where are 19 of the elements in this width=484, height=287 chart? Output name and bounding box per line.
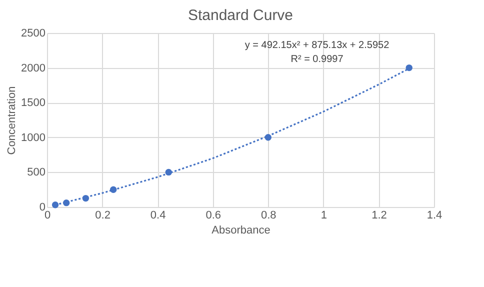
y-tick-label: 1500	[21, 97, 46, 110]
x-tick-label: 0.6	[206, 210, 222, 222]
y-tick-label: 500	[27, 166, 46, 179]
annotation: y = 492.15x² + 875.13x + 2.5952	[244, 40, 390, 51]
chart-title: Standard Curve	[188, 7, 294, 24]
y-tick-label: 1000	[21, 132, 46, 144]
x-axis-title: Absorbance	[212, 224, 270, 236]
annotation: R² = 0.9997	[290, 54, 344, 65]
x-tick-label: 1	[320, 210, 327, 222]
y-tick-label: 2000	[21, 62, 46, 74]
x-tick-label: 0.2	[95, 210, 110, 222]
x-tick-label: 1.4	[426, 210, 442, 222]
x-tick-label: 0.8	[260, 210, 276, 222]
point	[406, 64, 412, 72]
x-tick-label: 0.4	[150, 210, 166, 222]
y-tick-label: 2500	[21, 28, 46, 40]
y-tick-label: 0	[39, 202, 46, 214]
x-tick-label: 1.2	[372, 210, 387, 222]
y-axis-title: Concentration	[6, 86, 18, 155]
